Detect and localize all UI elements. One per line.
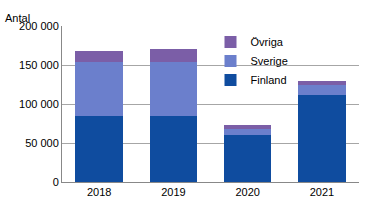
- svg-text:50 000: 50 000: [25, 137, 59, 149]
- svg-text:150 000: 150 000: [19, 59, 59, 71]
- svg-text:Övriga: Övriga: [251, 36, 284, 48]
- svg-text:2020: 2020: [235, 186, 259, 198]
- svg-text:2019: 2019: [161, 186, 185, 198]
- svg-text:200 000: 200 000: [19, 20, 59, 32]
- svg-text:100 000: 100 000: [19, 98, 59, 110]
- svg-text:2018: 2018: [87, 186, 111, 198]
- svg-text:Sverige: Sverige: [251, 55, 288, 67]
- svg-text:2021: 2021: [310, 186, 334, 198]
- svg-text:Finland: Finland: [251, 74, 287, 86]
- svg-text:Antal: Antal: [5, 12, 30, 24]
- svg-text:0: 0: [53, 176, 59, 188]
